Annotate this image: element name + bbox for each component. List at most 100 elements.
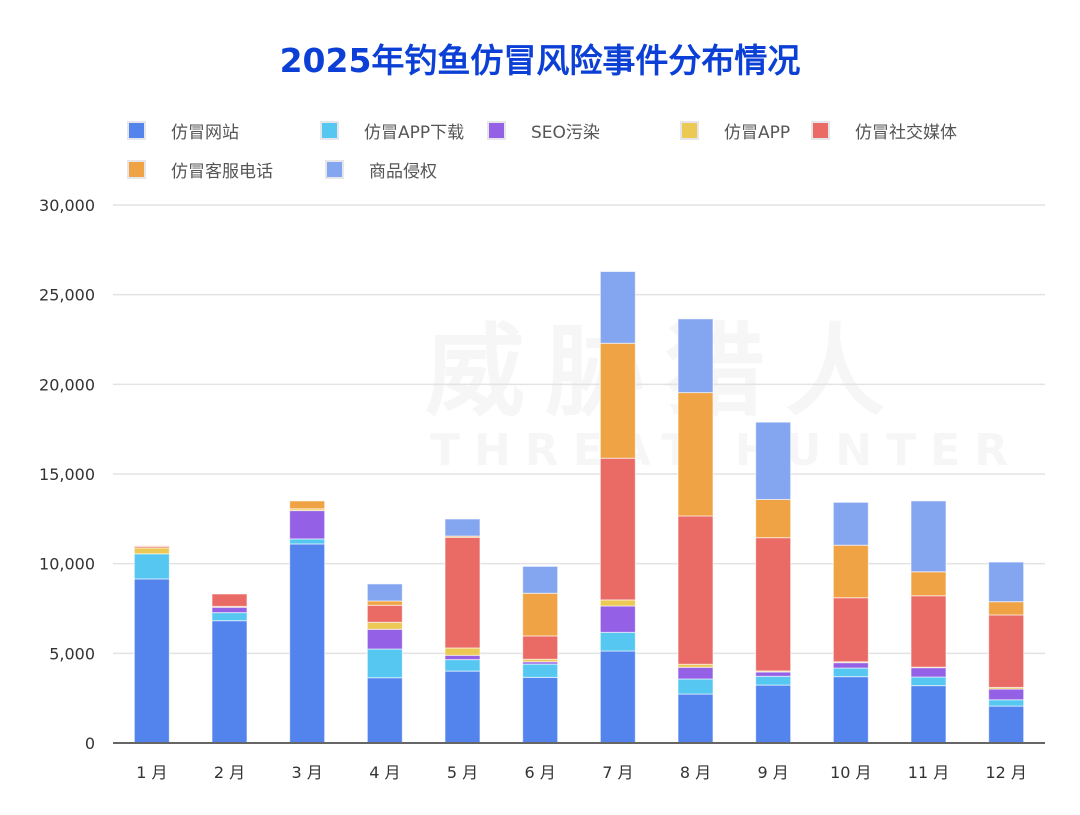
x-tick-label: 4 月 bbox=[369, 763, 400, 782]
y-tick-label: 30,000 bbox=[39, 196, 95, 215]
bar-segment bbox=[755, 675, 792, 686]
bar-segment bbox=[289, 500, 326, 510]
bar-segment bbox=[366, 600, 403, 606]
bar-segment bbox=[444, 518, 481, 537]
bar-segment bbox=[910, 571, 947, 597]
bar-segment bbox=[988, 614, 1025, 688]
bar-segment bbox=[677, 693, 714, 744]
bar-segment bbox=[832, 597, 869, 663]
legend-item[interactable]: SEO污染 bbox=[487, 118, 600, 143]
y-tick-label: 0 bbox=[85, 734, 95, 753]
legend-item[interactable]: 仿冒客服电话 bbox=[127, 157, 273, 182]
legend-swatch bbox=[320, 121, 339, 140]
bar-segment bbox=[366, 604, 403, 623]
bar-segment bbox=[211, 612, 248, 622]
legend-swatch bbox=[487, 121, 506, 140]
bar-segment bbox=[599, 605, 636, 633]
bar-segment bbox=[755, 684, 792, 744]
y-tick-label: 10,000 bbox=[39, 555, 95, 574]
bar-segment bbox=[366, 628, 403, 650]
bar-segment bbox=[211, 620, 248, 744]
legend-item[interactable]: 仿冒网站 bbox=[127, 118, 239, 143]
legend-item[interactable]: 仿冒APP下载 bbox=[320, 118, 464, 143]
x-tick-label: 9 月 bbox=[758, 763, 789, 782]
bar-segment bbox=[599, 650, 636, 744]
bar-segment bbox=[133, 553, 170, 580]
x-tick-label: 7 月 bbox=[602, 763, 633, 782]
bar-segment bbox=[755, 498, 792, 539]
bar-segment bbox=[910, 685, 947, 744]
y-tick-label: 15,000 bbox=[39, 465, 95, 484]
legend-swatch bbox=[811, 121, 830, 140]
x-tick-label: 11 月 bbox=[908, 763, 949, 782]
legend-swatch bbox=[127, 160, 146, 179]
y-tick-label: 20,000 bbox=[39, 375, 95, 394]
bar-segment bbox=[832, 667, 869, 678]
bar-segment bbox=[910, 676, 947, 687]
bar-segment bbox=[755, 671, 792, 677]
bar-segment bbox=[599, 599, 636, 607]
x-tick-label: 12 月 bbox=[985, 763, 1026, 782]
bar-segment bbox=[133, 545, 170, 547]
bar-segment bbox=[522, 635, 559, 660]
bar-segment bbox=[832, 662, 869, 669]
bar-segment bbox=[444, 659, 481, 672]
bar-segment bbox=[133, 578, 170, 744]
bar-segment bbox=[289, 538, 326, 545]
legend-label: 仿冒APP bbox=[724, 123, 791, 143]
bar-segment bbox=[133, 547, 170, 555]
bar-segment bbox=[366, 583, 403, 602]
legend-item[interactable]: 仿冒APP bbox=[680, 118, 790, 143]
legend-item[interactable]: 商品侵权 bbox=[325, 157, 437, 182]
chart-title: 2025年钓鱼仿冒风险事件分布情况 bbox=[279, 41, 801, 80]
bar-segment bbox=[366, 621, 403, 630]
legend-label: 仿冒APP下载 bbox=[364, 123, 465, 143]
bar-segment bbox=[289, 510, 326, 540]
bar-segment bbox=[522, 676, 559, 744]
legend-label: 仿冒社交媒体 bbox=[855, 123, 957, 143]
bar-segment bbox=[599, 631, 636, 652]
bar-segment bbox=[755, 537, 792, 672]
bar-segment bbox=[988, 561, 1025, 603]
legend-swatch bbox=[680, 121, 699, 140]
bar-segment bbox=[988, 699, 1025, 707]
x-tick-label: 10 月 bbox=[830, 763, 871, 782]
bar-segment bbox=[599, 271, 636, 344]
bar-segment bbox=[832, 544, 869, 599]
bar-segment bbox=[677, 318, 714, 394]
x-tick-label: 8 月 bbox=[680, 763, 711, 782]
x-tick-label: 6 月 bbox=[525, 763, 556, 782]
bar-segment bbox=[444, 647, 481, 656]
bar-segment bbox=[832, 501, 869, 546]
bar-segment bbox=[755, 421, 792, 500]
legend-swatch bbox=[325, 160, 344, 179]
bar-segment bbox=[599, 457, 636, 601]
x-tick-label: 2 月 bbox=[214, 763, 245, 782]
bar-segment bbox=[366, 677, 403, 744]
bar-segment bbox=[366, 648, 403, 679]
y-tick-label: 25,000 bbox=[39, 286, 95, 305]
bar-segment bbox=[211, 593, 248, 607]
bar-segment bbox=[522, 592, 559, 637]
bar-segment bbox=[832, 676, 869, 744]
bar-segment bbox=[522, 663, 559, 678]
bar-segment bbox=[444, 670, 481, 744]
x-tick-label: 5 月 bbox=[447, 763, 478, 782]
bar-segment bbox=[677, 666, 714, 680]
bar-segment bbox=[677, 678, 714, 695]
bar-segment bbox=[910, 667, 947, 678]
legend-label: 仿冒客服电话 bbox=[171, 162, 273, 182]
bar-segment bbox=[289, 543, 326, 744]
bar-segment bbox=[677, 515, 714, 665]
bar-segment bbox=[988, 705, 1025, 744]
x-tick-label: 3 月 bbox=[292, 763, 323, 782]
legend-label: SEO污染 bbox=[531, 123, 600, 143]
bar-segment bbox=[444, 654, 481, 661]
legend-item[interactable]: 仿冒社交媒体 bbox=[811, 118, 957, 143]
legend-label: 商品侵权 bbox=[369, 162, 437, 182]
y-tick-label: 5,000 bbox=[49, 644, 95, 663]
bar-segment bbox=[599, 342, 636, 459]
legend-swatch bbox=[127, 121, 146, 140]
bar-segment bbox=[910, 500, 947, 573]
